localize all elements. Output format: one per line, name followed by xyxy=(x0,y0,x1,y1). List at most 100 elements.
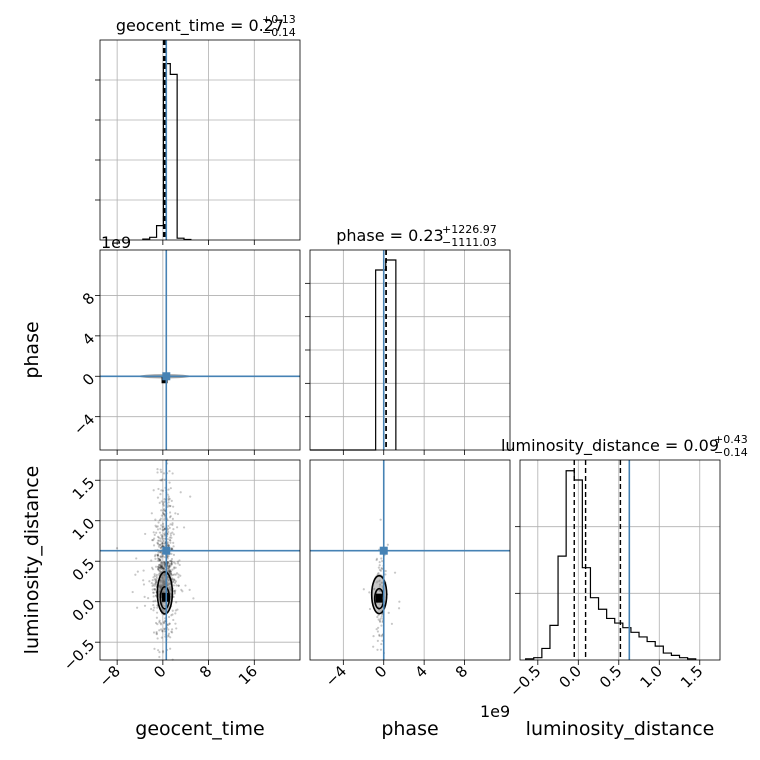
sample-point xyxy=(154,557,157,560)
sample-point xyxy=(159,479,162,482)
sample-point xyxy=(156,496,160,499)
sample-point xyxy=(384,573,387,576)
sample-point xyxy=(169,523,172,526)
sample-point xyxy=(168,536,171,539)
sample-point xyxy=(155,632,158,635)
sample-point xyxy=(378,561,381,564)
sample-point xyxy=(161,544,165,547)
sample-point xyxy=(156,623,159,626)
sample-point xyxy=(158,539,161,542)
sample-point xyxy=(167,623,170,627)
sample-point xyxy=(192,597,195,600)
sample-point xyxy=(377,566,380,569)
title-luminosity-distance: luminosity_distance = 0.09 xyxy=(501,436,719,456)
histogram-bin xyxy=(639,637,647,660)
sample-point xyxy=(153,573,156,576)
sample-point xyxy=(174,573,177,576)
sample-point xyxy=(150,582,153,585)
sample-point xyxy=(152,539,155,542)
sample-point xyxy=(153,587,156,591)
sample-point xyxy=(362,588,365,591)
sample-point xyxy=(159,468,162,471)
sample-point xyxy=(158,655,161,659)
sample-point xyxy=(153,647,156,650)
sample-point xyxy=(152,631,156,634)
sample-point xyxy=(153,555,157,558)
sample-point xyxy=(381,613,384,616)
sample-point xyxy=(378,619,382,622)
sample-point xyxy=(173,573,176,576)
sample-point xyxy=(376,648,379,651)
sample-point xyxy=(156,468,159,471)
sample-point xyxy=(155,611,159,614)
sample-point xyxy=(169,570,172,573)
sample-point xyxy=(162,525,165,528)
sample-point xyxy=(169,636,172,639)
tick-label-x-luminosity_distance: 1.5 xyxy=(677,662,707,692)
sample-point xyxy=(157,487,160,491)
sample-point xyxy=(163,478,166,481)
tick-label-x-luminosity_distance: 1.0 xyxy=(637,662,667,692)
sample-point xyxy=(162,508,166,511)
title-luminosity-distance-base: luminosity_distance = 0.09 xyxy=(501,436,719,456)
sample-point xyxy=(167,635,170,638)
sample-point xyxy=(167,501,170,504)
tick-label-y-phase: 8 xyxy=(79,289,98,308)
sample-point xyxy=(178,563,181,567)
sample-point xyxy=(173,589,176,593)
sample-point xyxy=(173,592,176,595)
sample-point xyxy=(170,552,173,556)
sample-point xyxy=(152,544,156,547)
sample-point xyxy=(174,566,177,569)
sample-point xyxy=(150,559,153,562)
sample-point xyxy=(384,569,387,573)
histogram-bin xyxy=(663,653,671,660)
ylabel-phase: phase xyxy=(21,321,43,378)
sample-point xyxy=(160,561,163,564)
sample-point xyxy=(159,628,163,631)
sample-point xyxy=(160,561,163,564)
sample-point xyxy=(168,566,171,570)
sample-point xyxy=(378,568,381,571)
sample-point xyxy=(170,572,173,576)
sample-point xyxy=(159,546,162,549)
sample-point xyxy=(162,567,165,570)
sample-point xyxy=(154,599,157,602)
sample-point xyxy=(157,521,160,524)
sample-point xyxy=(170,557,174,561)
title-phase-base: phase = 0.23 xyxy=(336,226,443,245)
sample-point xyxy=(376,639,379,642)
histogram-bin xyxy=(647,642,655,660)
xlabel-phase: phase xyxy=(381,718,438,740)
sample-point xyxy=(171,517,174,520)
sample-point xyxy=(161,528,164,531)
sample-point xyxy=(162,504,166,507)
sample-point xyxy=(154,621,158,625)
sample-point xyxy=(159,565,163,569)
sample-point xyxy=(142,569,145,572)
sample-point xyxy=(375,558,378,562)
panel-luminosity-distance-vs-phase: −4 0 4 8 xyxy=(309,459,511,690)
sample-point xyxy=(161,534,164,538)
sample-point xyxy=(161,630,164,633)
sample-point xyxy=(169,539,172,542)
sample-point xyxy=(168,516,172,519)
sample-point xyxy=(177,573,180,576)
sample-point xyxy=(377,613,380,617)
sample-point xyxy=(171,472,174,475)
sample-point xyxy=(147,597,150,600)
sample-point xyxy=(176,512,180,516)
sample-point xyxy=(168,511,172,514)
sample-point xyxy=(163,627,166,630)
sample-point xyxy=(156,528,160,531)
sample-point xyxy=(166,561,170,564)
sample-point xyxy=(397,607,401,610)
sample-point xyxy=(170,562,173,566)
sample-point xyxy=(169,647,172,650)
sample-point xyxy=(381,633,384,637)
sample-point xyxy=(379,569,383,572)
sample-point xyxy=(167,632,171,635)
tick-label-x-geocent_time: 16 xyxy=(235,662,261,688)
sample-point xyxy=(160,623,163,626)
sample-point xyxy=(161,555,165,558)
